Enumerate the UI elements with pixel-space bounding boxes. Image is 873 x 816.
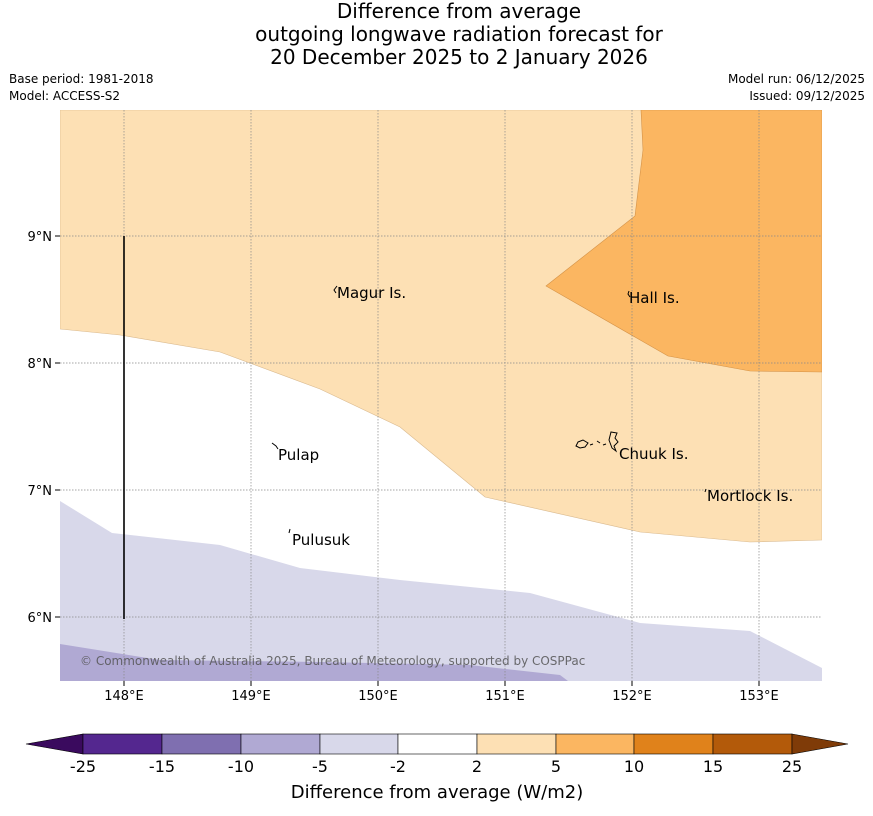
colorbar-label-6: 2: [472, 757, 482, 776]
region-minus5-to-minus2: [60, 501, 822, 681]
colorbar-extend-min: [25, 733, 84, 755]
colorbar-bin-2: [161, 733, 242, 755]
region-5-to-10: [545, 110, 822, 373]
model-run: Model run: 06/12/2025: [727, 72, 865, 86]
colorbar-bin-1: [82, 733, 163, 755]
lat-label-9: 9°N: [28, 230, 53, 245]
colorbar-bin-8: [633, 733, 714, 755]
lat-label-7: 7°N: [28, 484, 53, 499]
gridlines: [60, 110, 822, 681]
tick-marks: [55, 235, 760, 686]
chuuk-island-shape: [575, 431, 619, 453]
colorbar-label-10: 25: [782, 757, 802, 776]
label-hall-is: Hall Is.: [629, 289, 680, 307]
lat-label-6: 6°N: [28, 611, 53, 626]
chart-title: Difference from average outgoing longwav…: [0, 0, 873, 69]
issued-date: Issued: 09/12/2025: [749, 89, 865, 103]
lon-label-148: 148°E: [104, 689, 144, 704]
colorbar-bin-5: [397, 733, 478, 755]
map-area: Magur Is. Hall Is. Pulap Chuuk Is. Mortl…: [60, 110, 822, 681]
colorbar-bin-6: [476, 733, 557, 755]
magur-island-shape: [333, 285, 338, 294]
lon-label-153: 153°E: [739, 689, 779, 704]
region-minus10-to-minus5: [60, 644, 568, 681]
hall-island-shape: [627, 290, 631, 298]
lon-label-152: 152°E: [612, 689, 652, 704]
mortlock-island-shape: [704, 488, 707, 493]
pulap-island-shape: [271, 442, 279, 450]
pulusuk-island-shape: [288, 528, 291, 534]
colorbar-label-7: 5: [551, 757, 561, 776]
colorbar-bin-4: [319, 733, 399, 755]
copyright-text: © Commonwealth of Australia 2025, Bureau…: [80, 654, 585, 668]
base-period: Base period: 1981-2018: [9, 72, 154, 86]
colorbar-label-3: -10: [228, 757, 254, 776]
islands: [271, 285, 707, 534]
colorbar-bin-9: [712, 733, 793, 755]
label-pulap: Pulap: [278, 446, 319, 464]
title-line-2: outgoing longwave radiation forecast for: [255, 22, 663, 46]
title-line-1: Difference from average: [336, 0, 582, 23]
model-name: Model: ACCESS-S2: [9, 89, 121, 103]
colorbar-label-2: -15: [149, 757, 175, 776]
label-magur-is: Magur Is.: [337, 284, 406, 302]
colorbar-extend-max: [791, 733, 849, 755]
colorbar-label-8: 10: [624, 757, 644, 776]
colorbar: -25 -15 -10 -5 -2 2 5 10 15 25 Differenc…: [25, 733, 849, 803]
lat-label-8: 8°N: [28, 357, 53, 372]
label-chuuk-is: Chuuk Is.: [619, 445, 688, 463]
meta-left: Base period: 1981-2018 Model: ACCESS-S2: [9, 71, 154, 105]
label-mortlock-is: Mortlock Is.: [707, 487, 793, 505]
lon-label-150: 150°E: [358, 689, 398, 704]
colorbar-label-9: 15: [703, 757, 723, 776]
lon-label-149: 149°E: [231, 689, 271, 704]
colorbar-label-5: -2: [390, 757, 406, 776]
region-2-to-5: [60, 110, 822, 543]
title-line-3: 20 December 2025 to 2 January 2026: [270, 45, 648, 69]
meta-right: Model run: 06/12/2025 Issued: 09/12/2025: [728, 71, 865, 105]
label-pulusuk: Pulusuk: [292, 531, 350, 549]
colorbar-bin-3: [240, 733, 321, 755]
lon-label-151: 151°E: [485, 689, 525, 704]
colorbar-bin-7: [555, 733, 635, 755]
colorbar-label-4: -5: [312, 757, 328, 776]
colorbar-label-1: -25: [70, 757, 96, 776]
colorbar-title: Difference from average (W/m2): [291, 782, 583, 803]
